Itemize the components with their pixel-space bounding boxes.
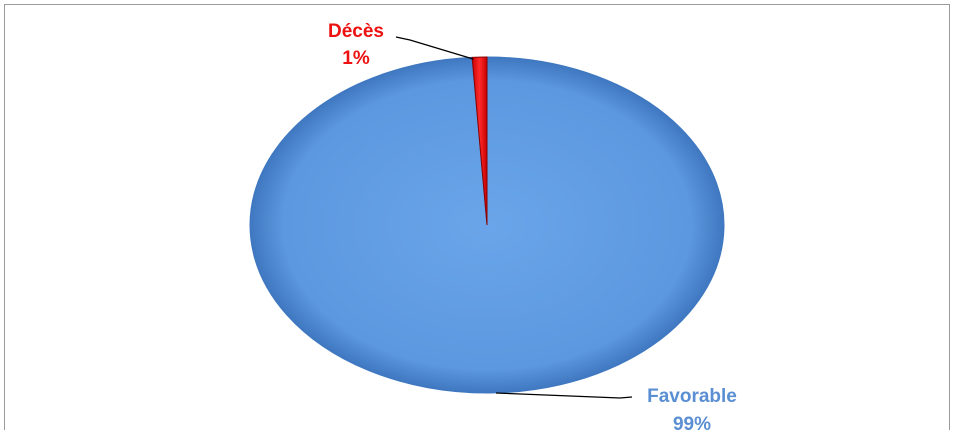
pie-slice-deces [471,56,488,226]
pie-slices [249,56,725,394]
leader-line-deces [395,36,474,60]
slice-label-deces-name: Décès [328,21,384,42]
slice-label-deces-value: 1% [342,48,370,69]
leader-line-favorable [495,392,633,399]
slice-label-favorable-name: Favorable [647,386,737,407]
leader-lines [395,36,633,399]
slice-label-favorable-value: 99% [673,414,711,434]
